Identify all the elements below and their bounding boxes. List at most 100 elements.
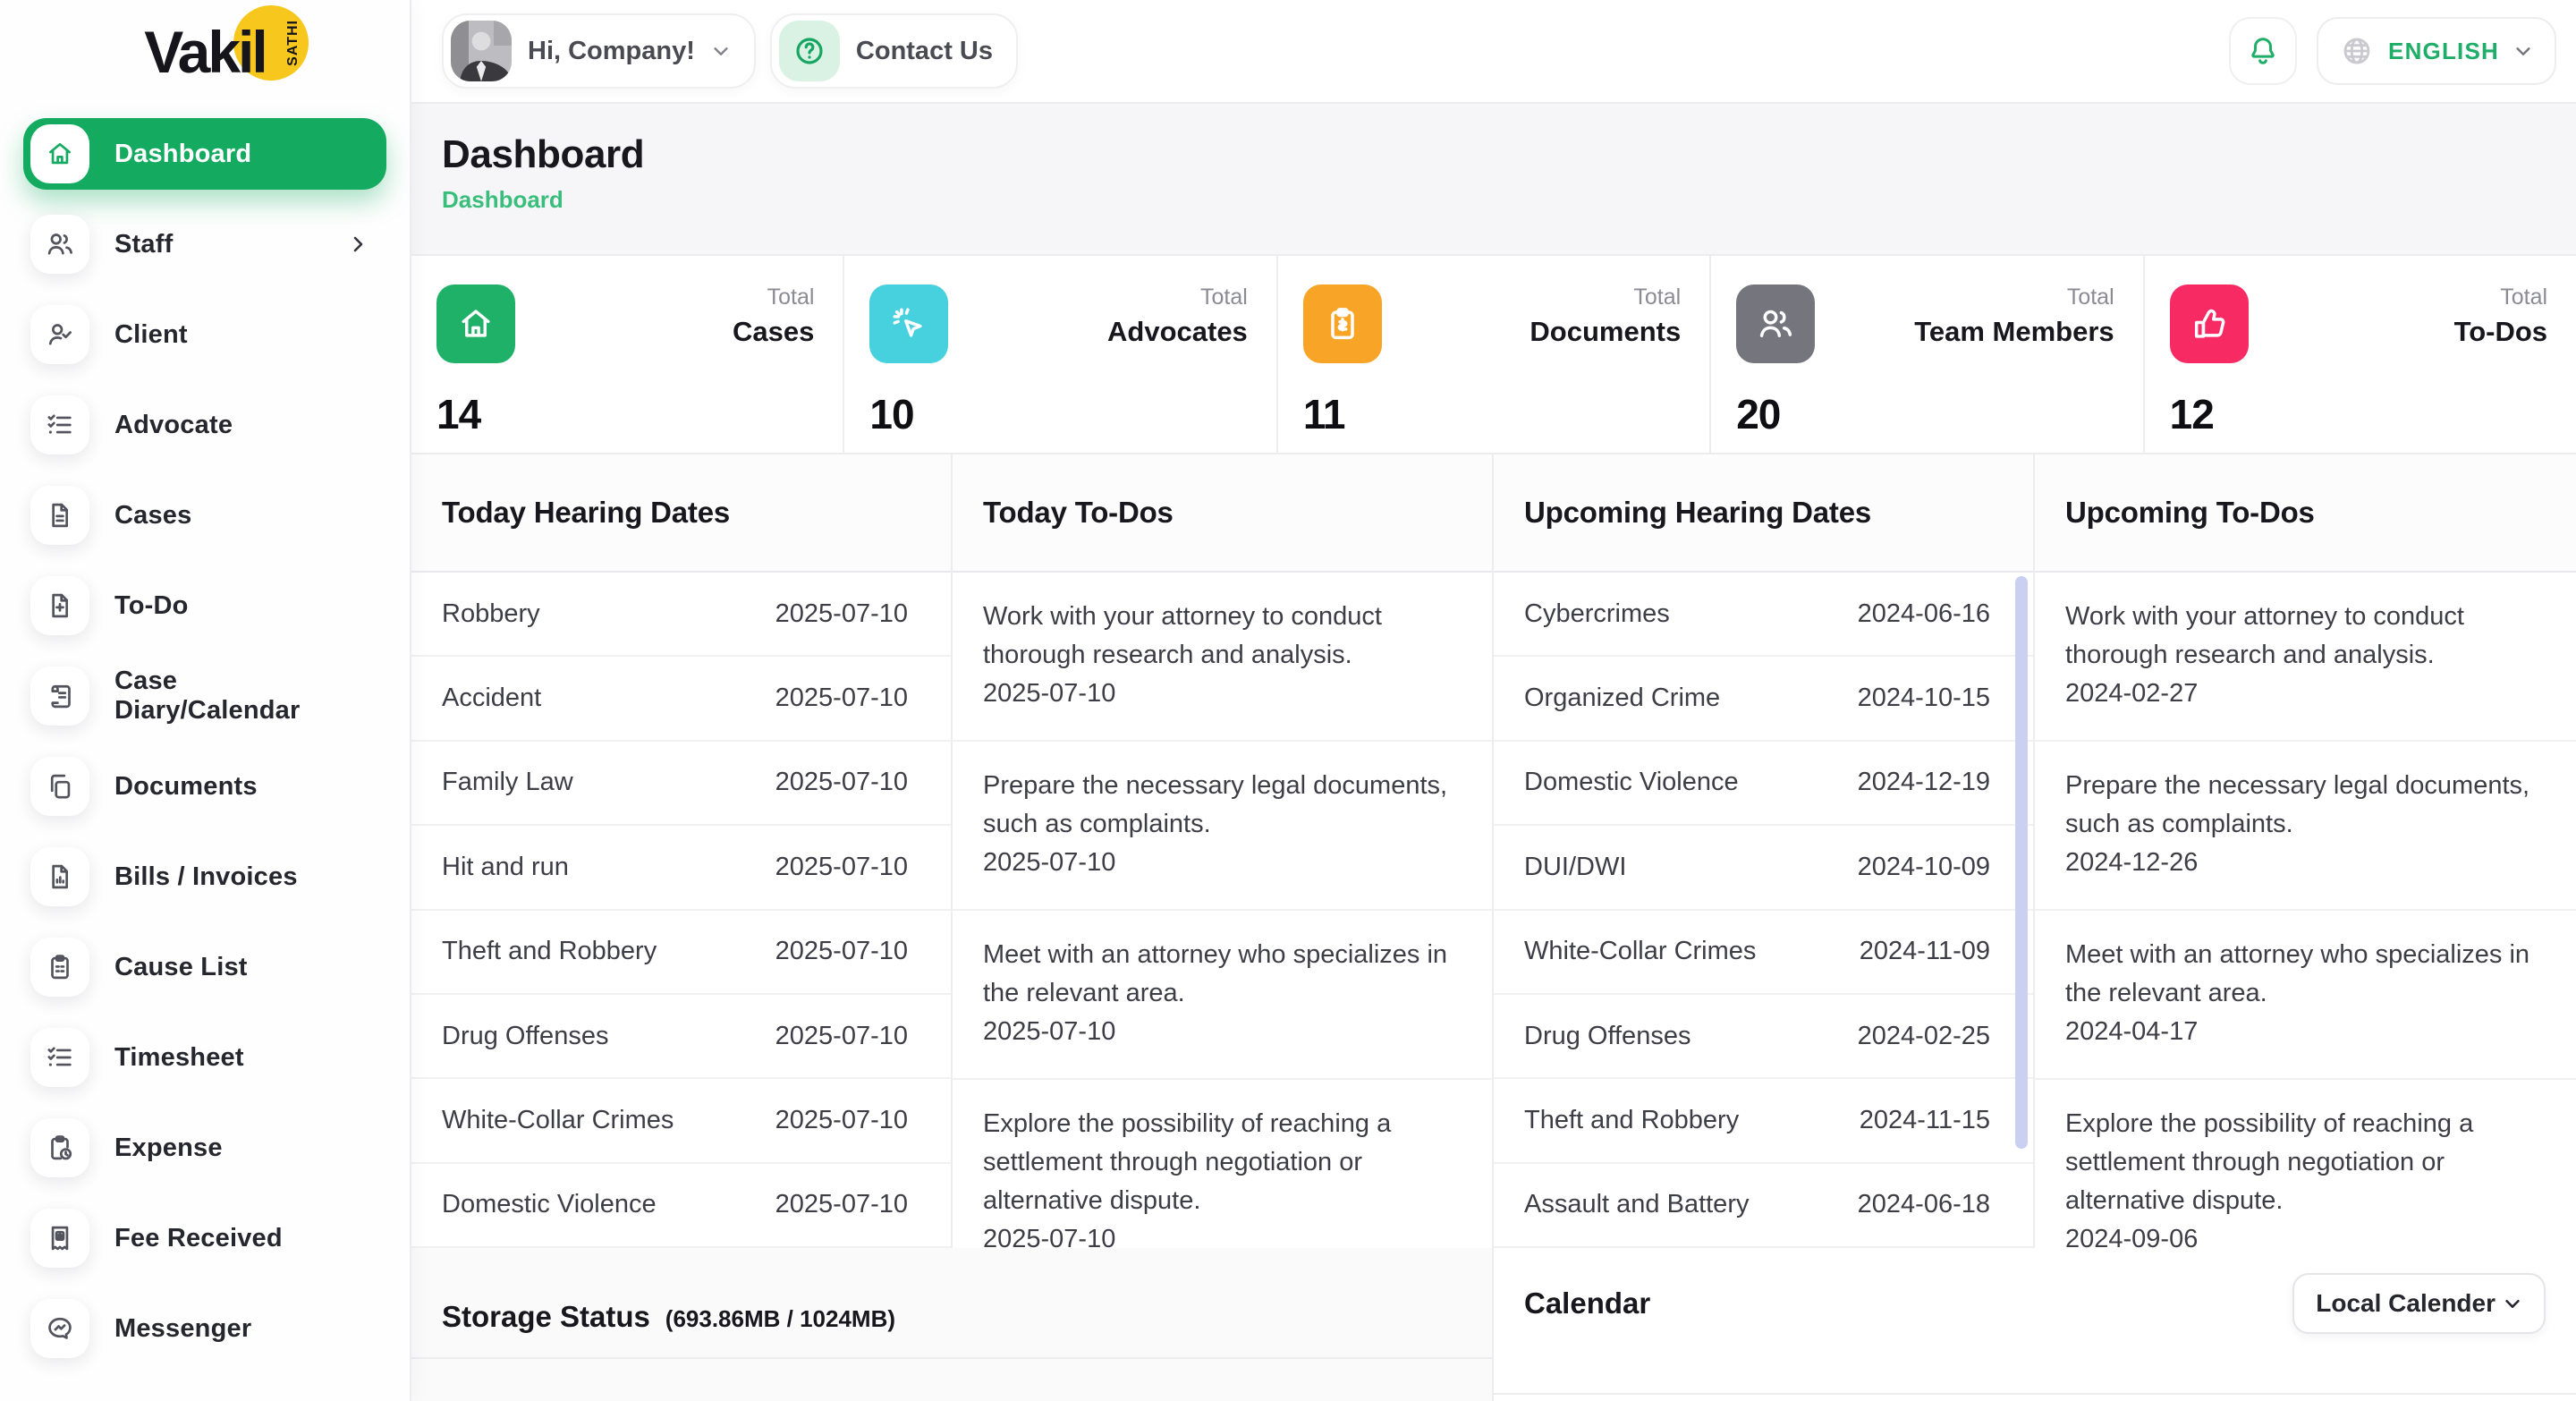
sidebar-item-bills-invoices[interactable]: Bills / Invoices (23, 841, 386, 913)
breadcrumb[interactable]: Dashboard (442, 186, 564, 213)
todo-text: Work with your attorney to conduct thoro… (2065, 602, 2464, 669)
sidebar: SATHI Vakil Dashboard Staff Client Advocate… (0, 0, 411, 1401)
scrollbar-thumb[interactable] (2015, 576, 2028, 1149)
sidebar-item-cause-list[interactable]: Cause List (23, 931, 386, 1003)
sidebar-item-expense[interactable]: Expense (23, 1112, 386, 1184)
thumbs-up-icon (2169, 284, 2249, 363)
sidebar-item-case-diary-calendar[interactable]: Case Diary/Calendar (23, 660, 386, 732)
hearing-row: White-Collar Crimes 2025-07-10 (411, 1079, 951, 1164)
sidebar-item-label: To-Do (114, 590, 189, 620)
sidebar-item-messenger[interactable]: Messenger (23, 1293, 386, 1364)
top-bar: Hi, Company! Contact Us (411, 0, 2576, 104)
stat-card-to-dos[interactable]: Total To-Dos 12 (2142, 256, 2576, 453)
stat-label: To-Dos (2453, 316, 2548, 347)
todo-date: 2024-12-26 (2065, 848, 2199, 877)
stat-label: Team Members (1914, 316, 2114, 347)
stat-card-advocates[interactable]: Total Advocates 10 (843, 256, 1275, 453)
file-icon (30, 486, 89, 545)
column-upcoming-todos: Upcoming To-Dos Work with your attorney … (2035, 454, 2576, 1248)
stat-total-label: Total (767, 284, 815, 310)
sidebar-item-staff[interactable]: Staff (23, 208, 386, 280)
sidebar-item-timesheet[interactable]: Timesheet (23, 1022, 386, 1093)
storage-status-section: Storage Status (693.86MB / 1024MB) (411, 1248, 1494, 1401)
dashboard-columns: Today Hearing Dates Robbery 2025-07-10 Acc… (411, 454, 2576, 1248)
user-menu[interactable]: Hi, Company! (442, 13, 756, 89)
case-type: DUI/DWI (1524, 852, 1627, 881)
stat-value: 20 (1736, 391, 1781, 437)
page-header: Dashboard Dashboard (411, 104, 2576, 254)
sidebar-item-client[interactable]: Client (23, 299, 386, 370)
home-icon (436, 284, 515, 363)
hearing-date: 2025-07-10 (775, 684, 908, 713)
page-title: Dashboard (442, 132, 645, 176)
checklist-icon (30, 395, 89, 454)
column-title: Today Hearing Dates (442, 496, 731, 529)
sidebar-item-documents[interactable]: Documents (23, 751, 386, 822)
sidebar-item-cases[interactable]: Cases (23, 480, 386, 551)
case-type: Assault and Battery (1524, 1190, 1750, 1219)
todo-text: Explore the possibility of reaching a se… (983, 1109, 1392, 1215)
today-hearings-list: Robbery 2025-07-10 Accident 2025-07-10 Famil… (411, 573, 951, 1248)
calendar-type-select[interactable]: Local Calender (2292, 1273, 2546, 1334)
sidebar-item-to-do[interactable]: To-Do (23, 570, 386, 641)
case-type: Organized Crime (1524, 684, 1721, 713)
copy-icon (30, 757, 89, 816)
case-type: Robbery (442, 599, 540, 628)
sidebar-item-label: Cases (114, 500, 192, 530)
stat-card-documents[interactable]: Total Documents 11 (1275, 256, 1709, 453)
case-type: Domestic Violence (1524, 768, 1739, 797)
case-type: Hit and run (442, 852, 569, 881)
hearing-date: 2025-07-10 (775, 768, 908, 797)
notifications-button[interactable] (2229, 17, 2298, 85)
stat-card-cases[interactable]: Total Cases 14 (411, 256, 843, 453)
contact-us-button[interactable]: Contact Us (769, 13, 1018, 89)
hearing-date: 2025-07-10 (775, 1021, 908, 1050)
hearing-date: 2024-11-09 (1859, 937, 1990, 966)
hearing-row: Assault and Battery 2024-06-18 (1494, 1164, 2033, 1248)
stat-card-team-members[interactable]: Total Team Members 20 (1709, 256, 2142, 453)
brand-logo[interactable]: SATHI Vakil (0, 0, 410, 104)
hearing-date: 2025-07-10 (775, 1190, 908, 1219)
file-plus-icon (30, 576, 89, 635)
hearing-row: Family Law 2025-07-10 (411, 742, 951, 827)
todo-text: Prepare the necessary legal documents, s… (983, 771, 1448, 838)
hearing-row: Cybercrimes 2024-06-16 (1494, 573, 2033, 658)
sidebar-item-label: Messenger (114, 1313, 252, 1343)
hearing-row: Drug Offenses 2025-07-10 (411, 995, 951, 1080)
clipboard-dollar-icon (1302, 284, 1382, 363)
globe-icon (2340, 34, 2374, 68)
chat-icon (30, 1299, 89, 1358)
stat-value: 12 (2169, 391, 2215, 437)
hearing-row: White-Collar Crimes 2024-11-09 (1494, 911, 2033, 995)
case-type: Family Law (442, 768, 573, 797)
sidebar-item-dashboard[interactable]: Dashboard (23, 118, 386, 190)
content-scroll[interactable]: Dashboard Dashboard Total Cases 14 Total Adv… (411, 104, 2576, 1401)
todo-item: Explore the possibility of reaching a se… (2035, 1080, 2576, 1248)
hearing-date: 2024-12-19 (1857, 768, 1990, 797)
sidebar-item-label: Timesheet (114, 1042, 244, 1072)
column-title: Today To-Dos (983, 496, 1174, 529)
sidebar-item-advocate[interactable]: Advocate (23, 389, 386, 461)
brand-badge-circle: SATHI (233, 5, 309, 81)
todo-date: 2025-07-10 (983, 848, 1116, 877)
stat-total-label: Total (1633, 284, 1682, 310)
todo-text: Meet with an attorney who specializes in… (2065, 940, 2530, 1007)
hearing-date: 2025-07-10 (775, 1106, 908, 1135)
todo-date: 2025-07-10 (983, 1225, 1116, 1248)
sidebar-item-label: Bills / Invoices (114, 862, 298, 891)
bell-icon (2246, 34, 2280, 68)
todo-date: 2024-02-27 (2065, 679, 2199, 708)
language-selector[interactable]: ENGLISH (2317, 17, 2556, 85)
users-icon (1736, 284, 1816, 363)
case-type: Theft and Robbery (442, 937, 657, 966)
clipboard-clock-icon (30, 1118, 89, 1177)
sidebar-item-fee-received[interactable]: Fee Received (23, 1202, 386, 1274)
chevron-down-icon (711, 41, 731, 61)
hearing-date: 2024-10-09 (1857, 852, 1990, 881)
todo-date: 2024-09-06 (2065, 1225, 2199, 1248)
todo-item: Meet with an attorney who specializes in… (2035, 911, 2576, 1080)
hearing-date: 2025-07-10 (775, 937, 908, 966)
upcoming-hearings-list: Cybercrimes 2024-06-16 Organized Crime 2024… (1494, 573, 2033, 1248)
hearing-date: 2024-06-16 (1857, 599, 1990, 628)
contact-us-label: Contact Us (855, 36, 993, 65)
